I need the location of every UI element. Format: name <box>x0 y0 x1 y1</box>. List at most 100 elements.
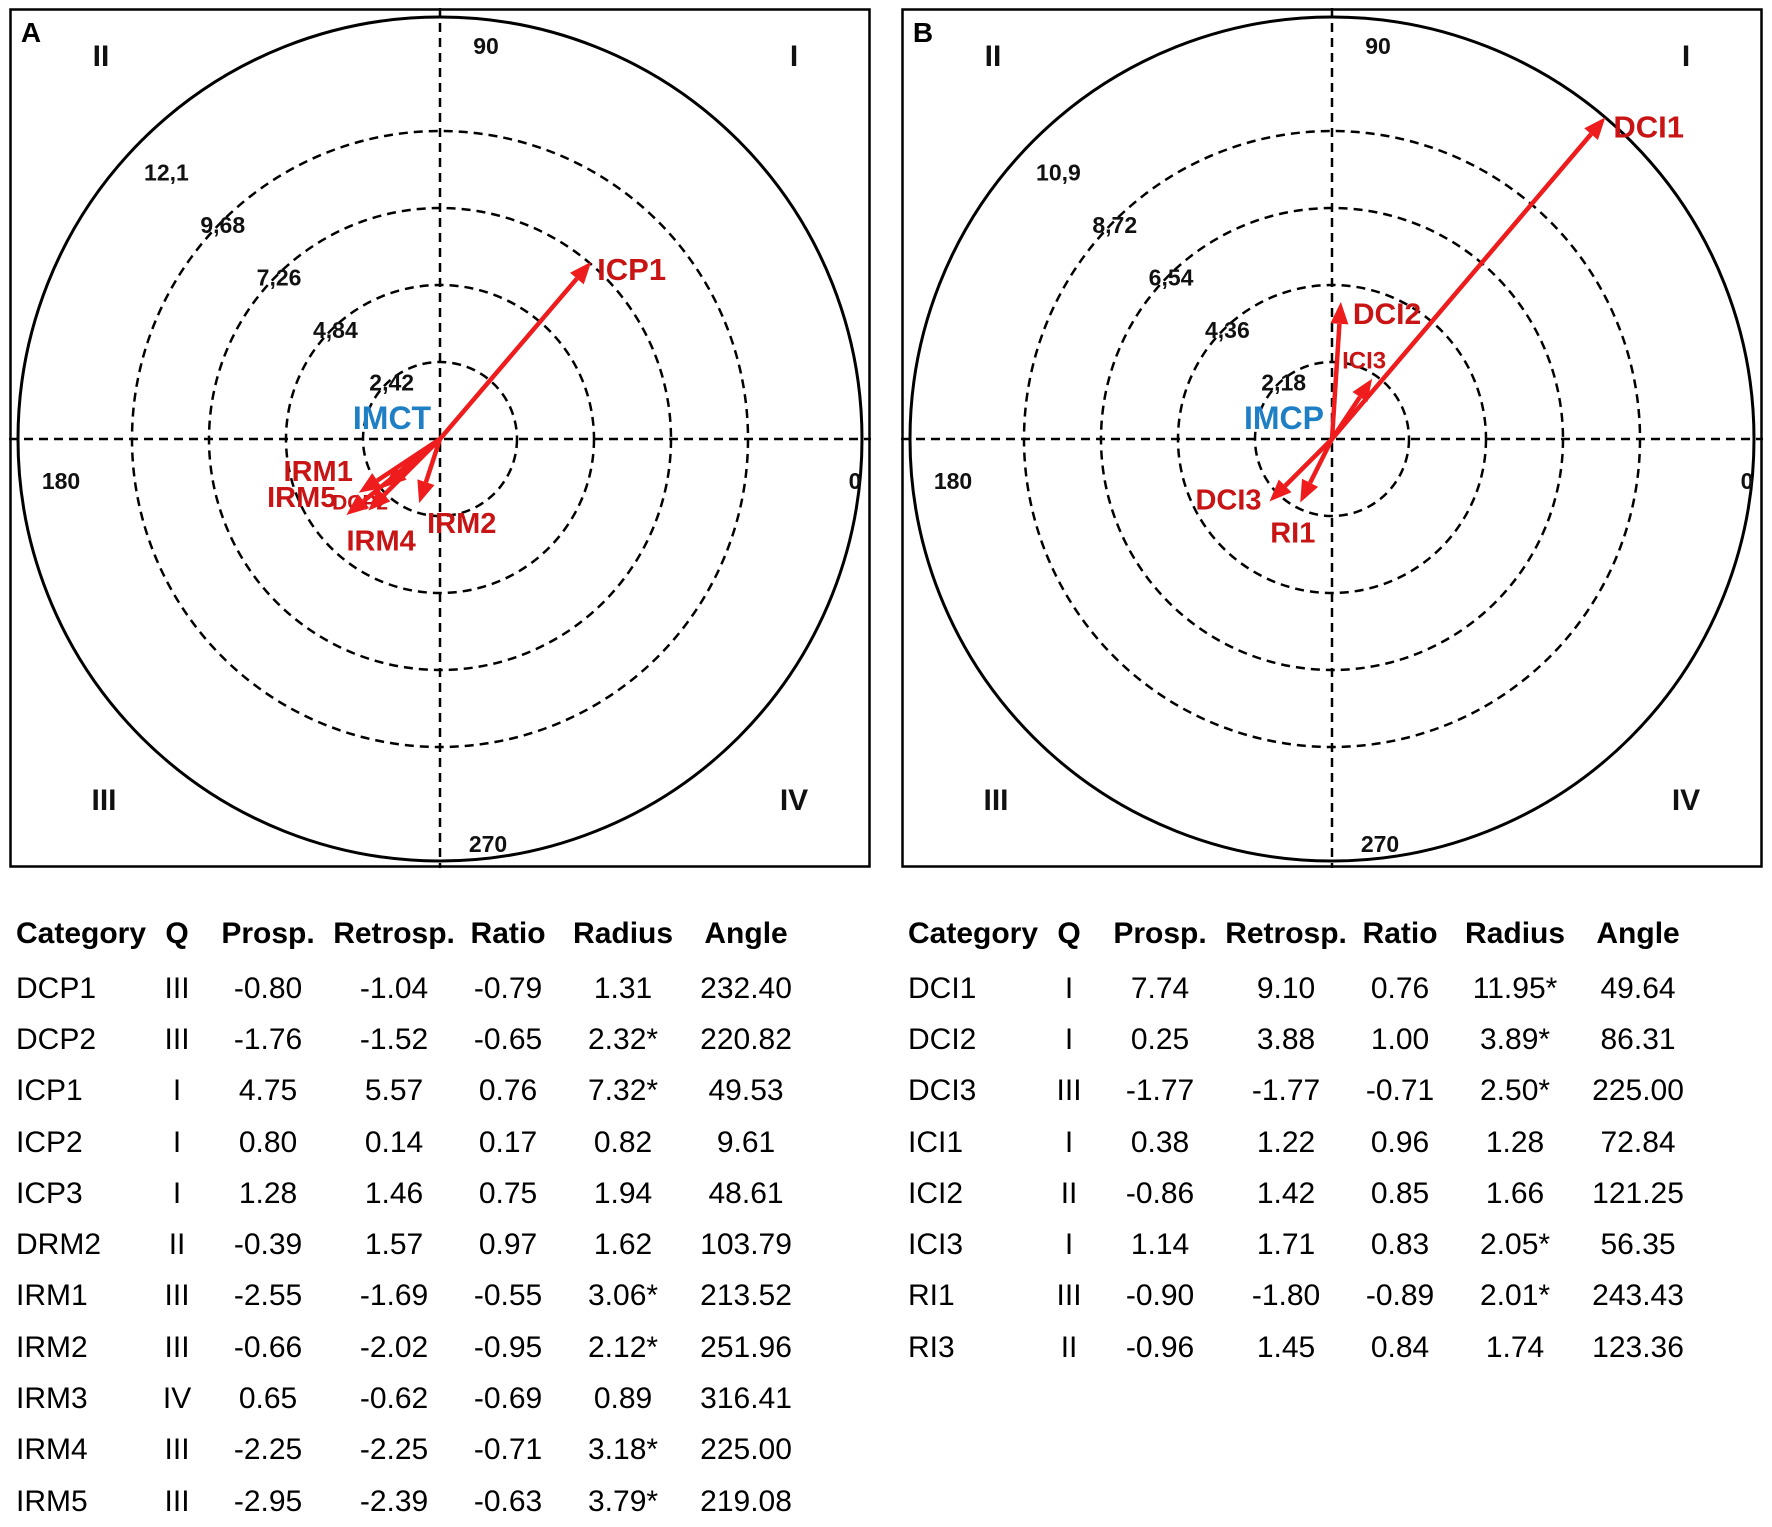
vector-shaft <box>1330 395 1362 441</box>
table-cell: DCP2 <box>16 1022 97 1056</box>
table-cell: 0.75 <box>478 1176 538 1210</box>
table-cell: -1.76 <box>233 1022 303 1056</box>
arrowhead <box>368 488 391 511</box>
table-cell: -0.95 <box>473 1330 543 1364</box>
quadrant-label-iii: III <box>91 784 116 817</box>
table-cell: 2.05* <box>1480 1228 1551 1262</box>
table-cell: I <box>172 1074 182 1108</box>
ring-label: 12,1 <box>144 159 189 185</box>
vector-icp1: ICP1 <box>438 252 666 441</box>
table-cell: -2.25 <box>233 1433 303 1467</box>
table-row: RI1 III -0.90 -1.80 -0.89 2.01* 243.43 <box>898 1271 1694 1322</box>
table-cell: DCI1 <box>908 971 977 1005</box>
table-cell: 49.64 <box>1600 971 1676 1005</box>
column-header: Q <box>1057 917 1081 950</box>
table-cell: 1.45 <box>1256 1330 1316 1364</box>
table-cell: 1.94 <box>593 1176 653 1210</box>
table-cell: 121.25 <box>1592 1176 1684 1210</box>
table-cell: 11.95* <box>1472 971 1558 1005</box>
column-header: Angle <box>1596 917 1680 950</box>
table-row: DCI3 III -1.77 -1.77 -0.71 2.50* 225.00 <box>898 1066 1694 1117</box>
vector-irm4: IRM4 <box>346 437 442 558</box>
ring-label: 10,9 <box>1036 159 1081 185</box>
table-cell: 0.84 <box>1370 1330 1430 1364</box>
table-cell: 0.25 <box>1130 1022 1190 1056</box>
column-header: Prosp. <box>221 917 315 950</box>
center-label: IMCT <box>353 400 432 436</box>
table-cell: 0.65 <box>238 1382 298 1416</box>
table-cell: III <box>164 1433 190 1467</box>
table-row: ICP3 I 1.28 1.46 0.75 1.94 48.61 <box>6 1168 802 1219</box>
table-cell: 0.17 <box>478 1125 538 1159</box>
table-cell: 48.61 <box>708 1176 784 1210</box>
table-cell: III <box>164 971 190 1005</box>
table-cell: 316.41 <box>700 1382 792 1416</box>
ring-label: 2,42 <box>369 369 414 395</box>
table-cell: -1.04 <box>359 971 429 1005</box>
table-cell: II <box>168 1228 186 1262</box>
table-cell: -0.39 <box>233 1228 303 1262</box>
table-cell: 1.14 <box>1130 1228 1190 1262</box>
table-cell: 1.62 <box>593 1228 653 1262</box>
angle-label-270: 270 <box>1361 831 1399 857</box>
table-cell: III <box>164 1330 190 1364</box>
table-cell: 3.18* <box>588 1433 659 1467</box>
table-row: IRM3 IV 0.65 -0.62 -0.69 0.89 316.41 <box>6 1373 802 1424</box>
table-cell: DRM2 <box>16 1228 102 1262</box>
table-row: IRM2 III -0.66 -2.02 -0.95 2.12* 251.96 <box>6 1322 802 1373</box>
polar-chart-panel-b: 2,18 4,36 6,54 8,72 10,9 0 90 180 270 I II III IV B IM… <box>901 8 1763 868</box>
table-cell: -1.69 <box>359 1279 429 1313</box>
table-cell: I <box>172 1125 182 1159</box>
table-cell: ICP2 <box>16 1125 83 1159</box>
table-header-row: Category Q Prosp. Retrosp. Ratio Radius Angle <box>6 905 802 963</box>
table-cell: -1.77 <box>1251 1074 1321 1108</box>
table-cell: 232.40 <box>700 971 792 1005</box>
angle-label-0: 0 <box>849 468 862 494</box>
ring-label: 6,54 <box>1149 264 1194 290</box>
table-cell: 1.57 <box>364 1228 424 1262</box>
table-row: IRM4 III -2.25 -2.25 -0.71 3.18* 225.00 <box>6 1425 802 1476</box>
column-header: Ratio <box>470 917 546 950</box>
table-cell: 2.12* <box>588 1330 659 1364</box>
arrowhead <box>1269 479 1292 502</box>
table-cell: 3.89* <box>1480 1022 1551 1056</box>
table-cell: -1.52 <box>359 1022 429 1056</box>
table-cell: I <box>1064 971 1074 1005</box>
table-row: ICP2 I 0.80 0.14 0.17 0.82 9.61 <box>6 1117 802 1168</box>
arrowhead <box>1584 117 1606 140</box>
angle-label-0: 0 <box>1741 468 1754 494</box>
vector-label: IRM4 <box>346 526 415 558</box>
table-cell: -1.80 <box>1251 1279 1321 1313</box>
table-cell: 219.08 <box>700 1484 792 1518</box>
table-cell: II <box>1060 1330 1078 1364</box>
table-cell: 2.32* <box>588 1022 659 1056</box>
table-cell: DCP1 <box>16 971 97 1005</box>
vector-ici3: ICI3 <box>1330 348 1386 441</box>
vector-shaft <box>1283 437 1334 488</box>
table-cell: III <box>164 1484 190 1518</box>
table-cell: IRM4 <box>16 1433 88 1467</box>
table-cell: 225.00 <box>1592 1074 1684 1108</box>
table-row: ICI3 I 1.14 1.71 0.83 2.05* 56.35 <box>898 1219 1694 1270</box>
table-row: DCI1 I 7.74 9.10 0.76 11.95* 49.64 <box>898 963 1694 1014</box>
table-cell: I <box>1064 1228 1074 1262</box>
vector-shaft <box>423 438 443 483</box>
table-cell: 7.32* <box>588 1074 659 1108</box>
vector-label: DCI3 <box>1195 484 1261 516</box>
table-cell: -2.95 <box>233 1484 303 1518</box>
table-cell: IRM5 <box>16 1484 88 1518</box>
table-cell: 9.10 <box>1256 971 1316 1005</box>
table-cell: 1.42 <box>1256 1176 1316 1210</box>
table-cell: 2.01* <box>1480 1279 1551 1313</box>
column-header: Category <box>908 917 1039 950</box>
table-cell: -0.62 <box>359 1382 429 1416</box>
table-cell: -0.90 <box>1125 1279 1195 1313</box>
column-header: Category <box>16 917 147 950</box>
ring-label: 8,72 <box>1092 212 1137 238</box>
quadrant-label-iii: III <box>983 784 1008 817</box>
panel-letter: B <box>913 17 933 48</box>
arrowhead <box>570 261 592 285</box>
ring-label: 2,18 <box>1261 369 1306 395</box>
